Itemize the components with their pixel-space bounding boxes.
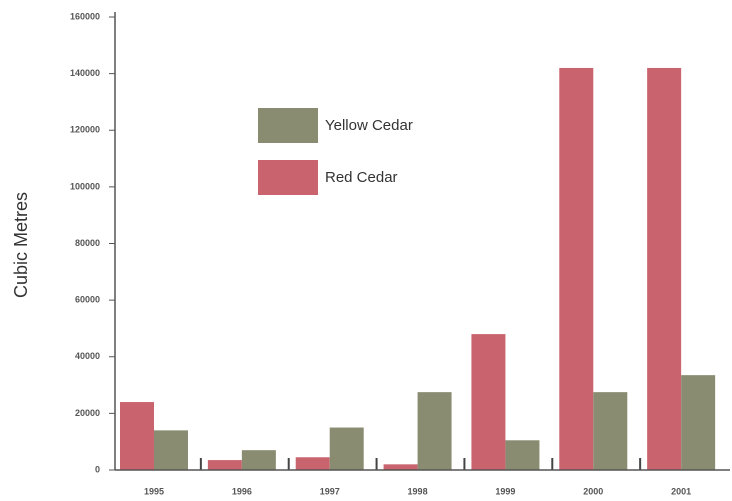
x-tick-label: 1997 [320,486,340,496]
bar [295,457,330,470]
bar [471,334,506,470]
y-tick-label: 80000 [75,238,100,248]
bar [120,402,154,470]
bar [505,440,540,470]
y-tick-label: 100000 [70,181,100,191]
y-axis-label: Cubic Metres [11,192,31,298]
y-tick-label: 0 [95,464,100,474]
x-tick-label: 2001 [671,486,691,496]
bar [241,450,276,470]
bar [593,392,628,470]
bar [207,460,242,470]
legend-swatch [258,108,318,143]
bar [647,67,682,471]
legend-label: Red Cedar [325,169,398,186]
bar [329,427,364,470]
y-tick-label: 120000 [70,125,100,135]
x-tick-label: 1999 [495,486,515,496]
y-tick-label: 60000 [75,295,100,305]
x-tick-label: 1998 [408,486,428,496]
y-tick-label: 140000 [70,68,100,78]
y-tick-label: 40000 [75,351,100,361]
bar [383,464,418,470]
bar [417,392,452,470]
y-tick-label: 160000 [70,11,100,21]
legend-label: Yellow Cedar [325,117,413,134]
x-tick-label: 1995 [144,486,164,496]
y-tick-label: 20000 [75,408,100,418]
x-tick-label: 1996 [232,486,252,496]
bar [559,67,594,471]
bar [681,375,716,470]
x-tick-label: 2000 [583,486,603,496]
bar [154,430,188,470]
legend-swatch [258,160,318,195]
